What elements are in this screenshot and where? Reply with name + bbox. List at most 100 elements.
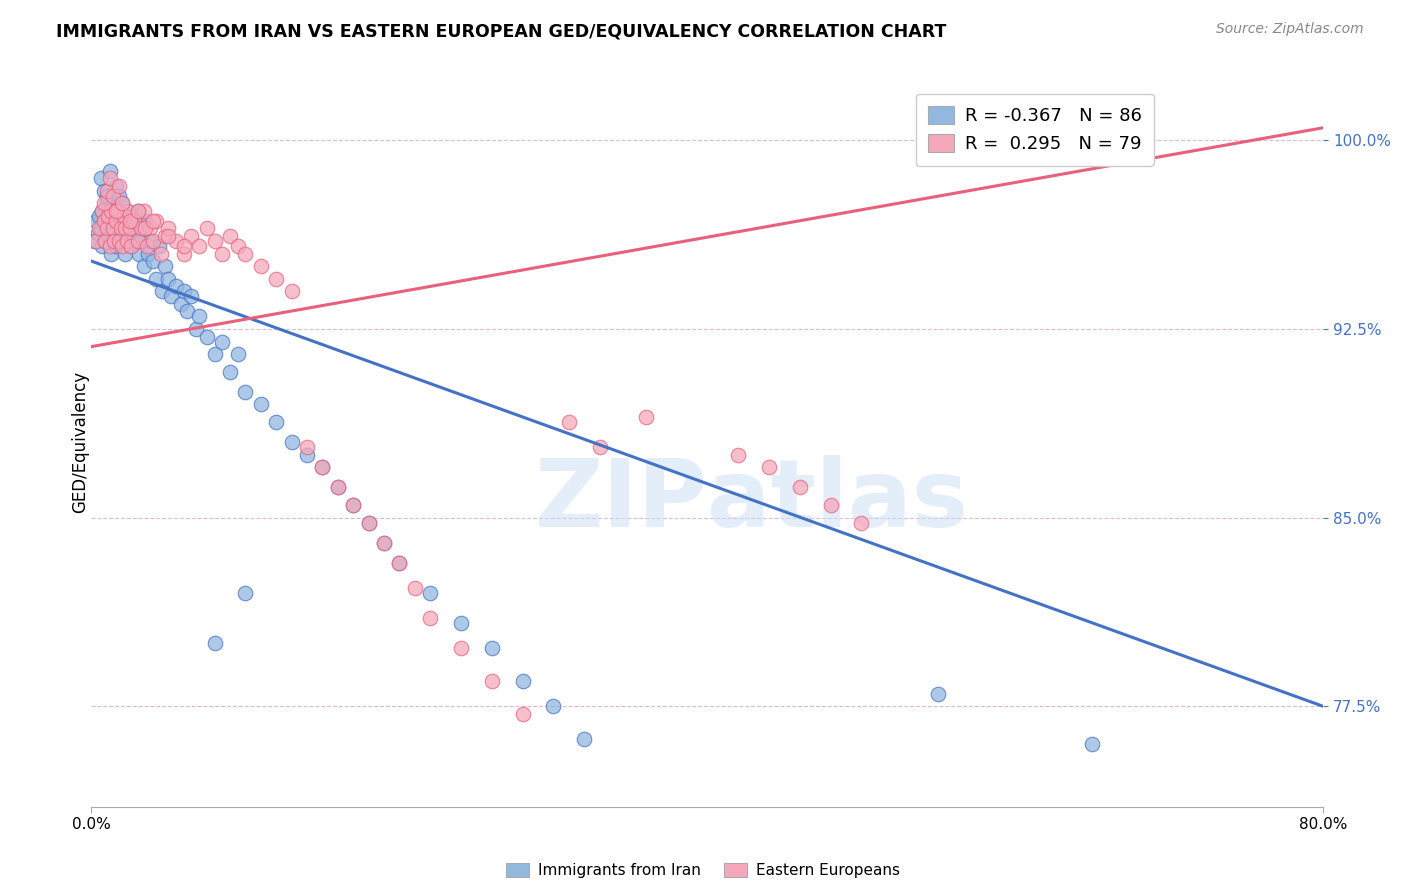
Point bbox=[149, 246, 172, 260]
Point bbox=[87, 209, 110, 223]
Point bbox=[233, 246, 256, 260]
Point bbox=[165, 234, 187, 248]
Point bbox=[165, 279, 187, 293]
Point bbox=[118, 221, 141, 235]
Point bbox=[100, 203, 122, 218]
Point bbox=[114, 221, 136, 235]
Point bbox=[295, 440, 318, 454]
Point bbox=[91, 239, 114, 253]
Point bbox=[219, 228, 242, 243]
Point bbox=[111, 196, 134, 211]
Text: IMMIGRANTS FROM IRAN VS EASTERN EUROPEAN GED/EQUIVALENCY CORRELATION CHART: IMMIGRANTS FROM IRAN VS EASTERN EUROPEAN… bbox=[56, 22, 946, 40]
Point bbox=[233, 384, 256, 399]
Point bbox=[101, 221, 124, 235]
Point bbox=[280, 285, 302, 299]
Point bbox=[419, 586, 441, 600]
Point bbox=[450, 641, 472, 656]
Point bbox=[373, 536, 395, 550]
Point bbox=[103, 203, 125, 218]
Point bbox=[173, 246, 195, 260]
Point bbox=[357, 516, 380, 530]
Point bbox=[481, 674, 503, 689]
Point bbox=[820, 498, 842, 512]
Point bbox=[115, 234, 138, 248]
Point bbox=[112, 209, 135, 223]
Point bbox=[101, 214, 124, 228]
Point bbox=[450, 616, 472, 631]
Point bbox=[100, 246, 122, 260]
Point bbox=[139, 221, 162, 235]
Point bbox=[132, 259, 155, 273]
Point bbox=[91, 203, 114, 218]
Point bbox=[84, 214, 107, 228]
Point bbox=[572, 732, 595, 747]
Point bbox=[136, 246, 159, 260]
Point bbox=[83, 234, 105, 248]
Point bbox=[90, 221, 112, 235]
Point bbox=[927, 687, 949, 701]
Point bbox=[108, 188, 131, 202]
Point bbox=[204, 636, 226, 650]
Point bbox=[127, 203, 149, 218]
Point bbox=[98, 209, 121, 223]
Point bbox=[204, 347, 226, 361]
Point bbox=[145, 214, 167, 228]
Point bbox=[481, 641, 503, 656]
Point bbox=[118, 221, 141, 235]
Point bbox=[249, 259, 271, 273]
Point bbox=[173, 285, 195, 299]
Point bbox=[120, 239, 142, 253]
Point bbox=[93, 196, 115, 211]
Point bbox=[373, 536, 395, 550]
Point bbox=[219, 365, 242, 379]
Legend: Immigrants from Iran, Eastern Europeans: Immigrants from Iran, Eastern Europeans bbox=[501, 856, 905, 884]
Point bbox=[127, 214, 149, 228]
Point bbox=[101, 196, 124, 211]
Point bbox=[249, 397, 271, 411]
Point bbox=[103, 234, 125, 248]
Point bbox=[295, 448, 318, 462]
Point bbox=[176, 304, 198, 318]
Point bbox=[94, 234, 117, 248]
Point bbox=[155, 259, 177, 273]
Point bbox=[111, 196, 134, 211]
Point bbox=[128, 246, 150, 260]
Point bbox=[226, 239, 249, 253]
Point bbox=[96, 221, 118, 235]
Point bbox=[86, 227, 108, 241]
Text: Source: ZipAtlas.com: Source: ZipAtlas.com bbox=[1216, 22, 1364, 37]
Point bbox=[122, 209, 145, 223]
Point bbox=[108, 178, 131, 193]
Point bbox=[112, 214, 135, 228]
Point bbox=[132, 203, 155, 218]
Point bbox=[111, 239, 134, 253]
Point bbox=[195, 329, 218, 343]
Point bbox=[1081, 737, 1104, 751]
Point bbox=[184, 322, 207, 336]
Point bbox=[87, 221, 110, 235]
Point bbox=[129, 234, 152, 248]
Point bbox=[512, 706, 534, 721]
Point bbox=[139, 234, 162, 248]
Point bbox=[588, 440, 610, 454]
Point bbox=[117, 234, 139, 248]
Point bbox=[93, 214, 115, 228]
Point bbox=[173, 239, 195, 253]
Point bbox=[157, 221, 180, 235]
Point bbox=[127, 234, 149, 248]
Point bbox=[157, 228, 180, 243]
Point bbox=[96, 196, 118, 211]
Point bbox=[127, 203, 149, 218]
Point bbox=[104, 178, 127, 193]
Text: atlas: atlas bbox=[707, 455, 969, 547]
Point bbox=[160, 289, 183, 303]
Point bbox=[107, 203, 129, 218]
Point bbox=[90, 171, 112, 186]
Point bbox=[134, 221, 156, 235]
Point bbox=[311, 460, 333, 475]
Point bbox=[98, 171, 121, 186]
Point bbox=[264, 415, 287, 429]
Point bbox=[84, 234, 107, 248]
Point bbox=[93, 214, 115, 228]
Point bbox=[110, 234, 132, 248]
